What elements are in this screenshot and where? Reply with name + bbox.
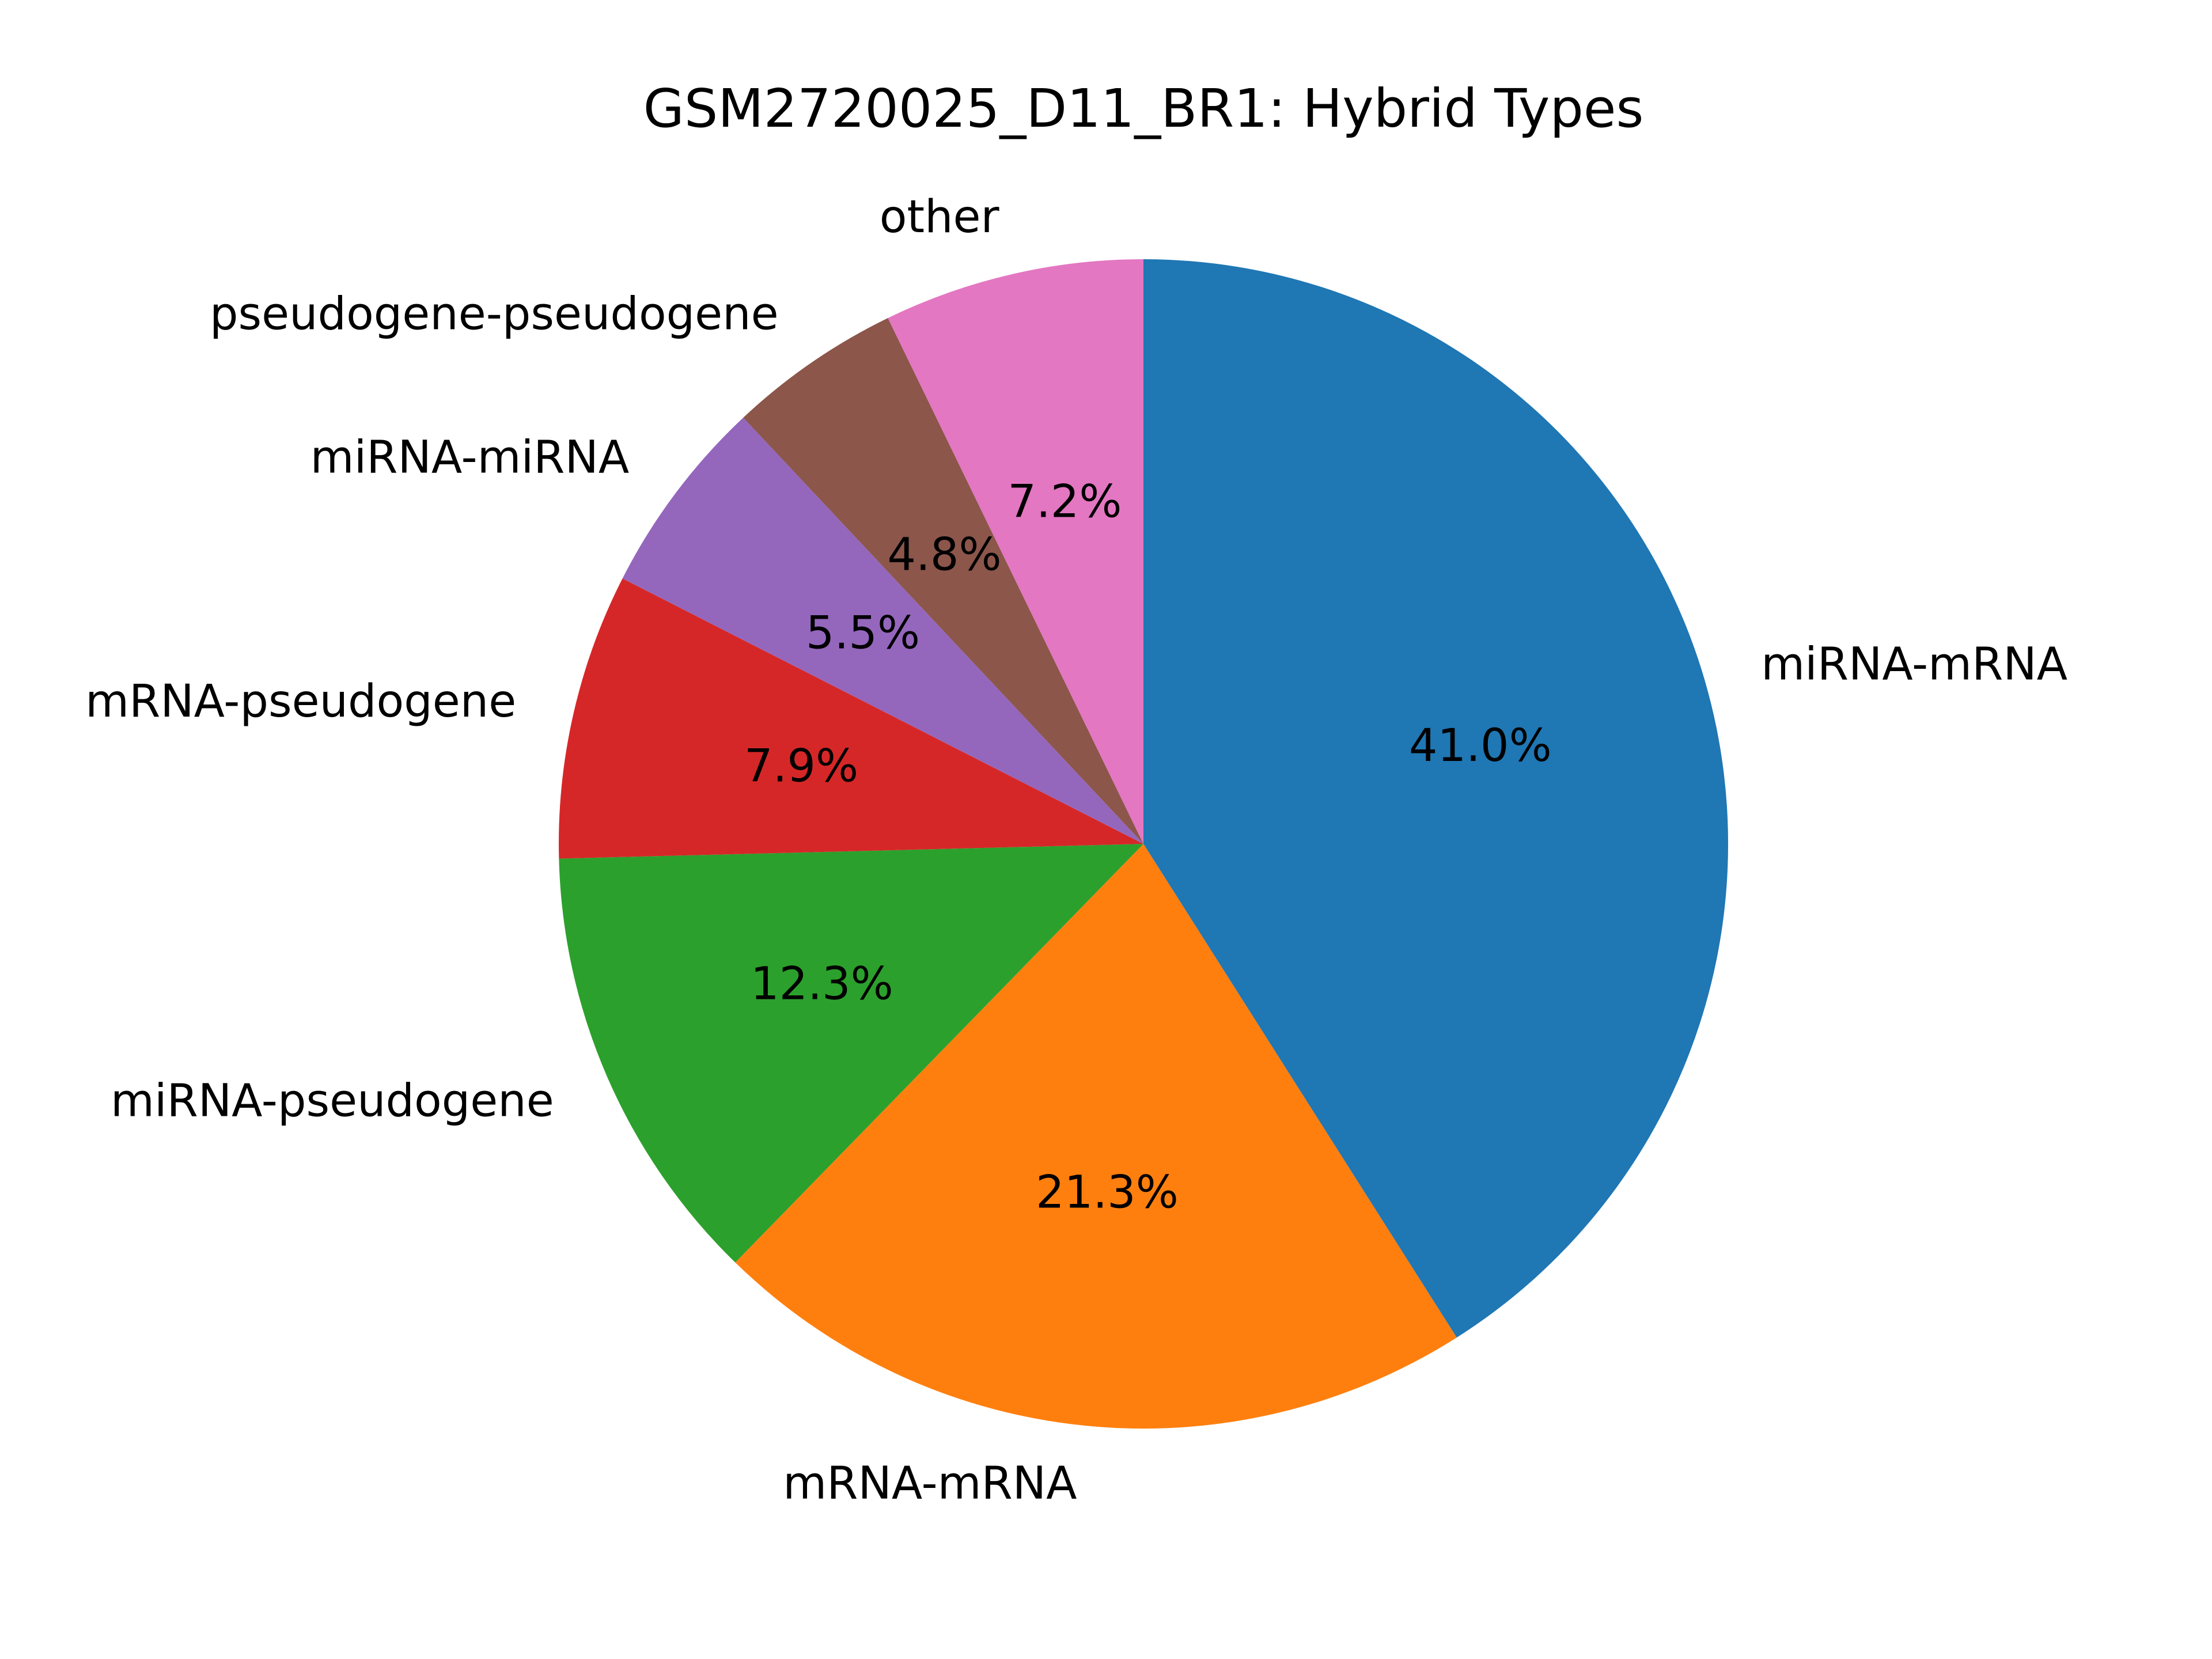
pct-label-mrna-pseudogene: 7.9% <box>744 740 858 792</box>
pct-label-mrna-mrna: 21.3% <box>1036 1167 1179 1219</box>
pie-slice-mirna-mirna <box>622 418 1143 844</box>
pct-label-mirna-mrna: 41.0% <box>1409 720 1552 772</box>
category-label-pseudogene-pseudogene: pseudogene-pseudogene <box>210 289 779 340</box>
percentage-labels: 41.0% 21.3% 12.3% 7.9% 5.5% 4.8%7.2% <box>744 476 1552 1219</box>
category-label-mrna-pseudogene: mRNA-pseudogene <box>85 676 516 728</box>
chart-title: GSM2720025_D11_BR1: Hybrid Types <box>643 78 1644 139</box>
category-label-other: other <box>880 191 1000 243</box>
pie-slice-other <box>888 259 1143 844</box>
pie-slices <box>558 259 1728 1429</box>
pie-slice-mirna-pseudogene <box>559 844 1143 1263</box>
category-label-mirna-mirna: miRNA-miRNA <box>310 432 630 484</box>
pie-slice-pseudogene-pseudogene <box>743 318 1143 844</box>
pie-slice-mirna-mrna <box>1143 259 1728 1338</box>
category-labels: miRNA-mRNA mRNA-mRNA miRNA-pseudogene mRNA-… <box>85 191 2067 1510</box>
pct-label-other: 7.2% <box>1007 476 1122 528</box>
pct-label-mirna-mirna: 5.5% <box>806 607 920 659</box>
pct-label-pseudogene-pseudogene: 4.8% <box>887 529 1001 581</box>
category-label-mrna-mrna: mRNA-mRNA <box>783 1458 1077 1510</box>
pie-slice-mrna-mrna <box>735 844 1457 1429</box>
category-label-mirna-mrna: miRNA-mRNA <box>1761 639 2067 691</box>
pie-slice-mrna-pseudogene <box>558 578 1143 859</box>
category-label-mirna-pseudogene: miRNA-pseudogene <box>111 1075 554 1127</box>
pct-label-mirna-pseudogene: 12.3% <box>751 959 893 1010</box>
